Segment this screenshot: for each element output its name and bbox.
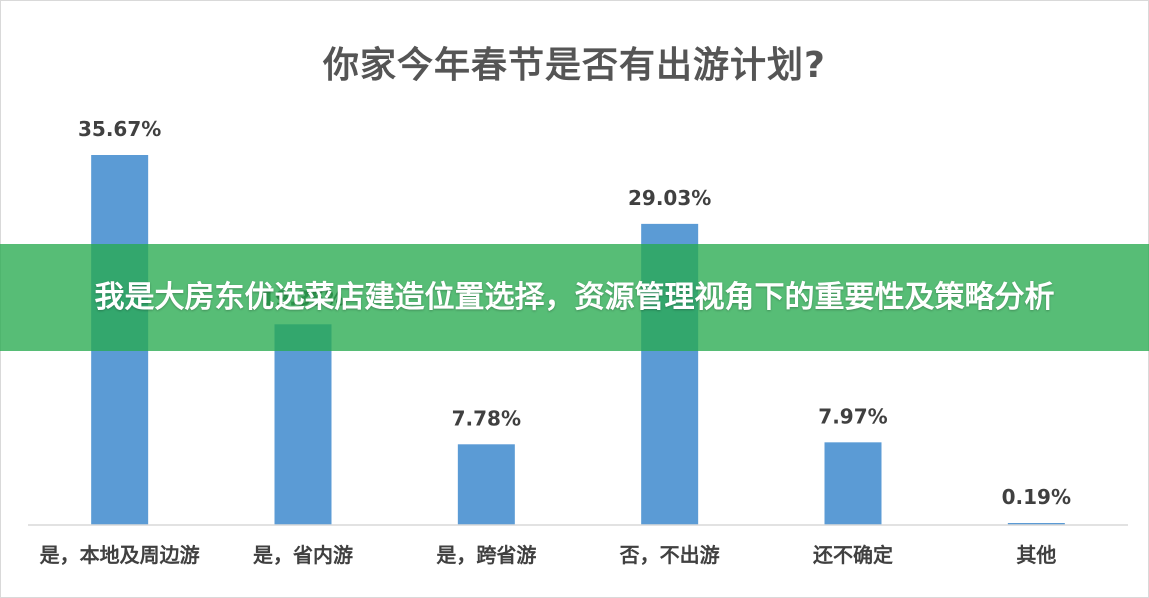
overlay-banner: 我是大房东优选菜店建造位置选择，资源管理视角下的重要性及策略分析	[0, 244, 1149, 351]
category-label-3: 是，跨省游	[435, 543, 536, 567]
value-label-6: 0.19%	[1002, 485, 1071, 509]
category-label-6: 其他	[1016, 543, 1056, 567]
category-label-1: 是，本地及周边游	[39, 543, 200, 567]
category-label-2: 是，省内游	[252, 543, 353, 567]
bar-6	[1007, 523, 1065, 525]
category-label-5: 还不确定	[812, 543, 893, 567]
value-label-3: 7.78%	[452, 406, 521, 430]
bar-5	[824, 442, 882, 525]
value-label-1: 35.67%	[78, 117, 161, 141]
category-label-4: 否，不出游	[619, 543, 720, 567]
bar-3	[457, 444, 515, 525]
bar-2	[274, 324, 332, 525]
value-label-4: 29.03%	[628, 186, 711, 210]
value-label-5: 7.97%	[818, 404, 887, 428]
chart-title: 你家今年春节是否有出游计划?	[323, 45, 826, 86]
overlay-headline: 我是大房东优选菜店建造位置选择，资源管理视角下的重要性及策略分析	[94, 279, 1055, 315]
